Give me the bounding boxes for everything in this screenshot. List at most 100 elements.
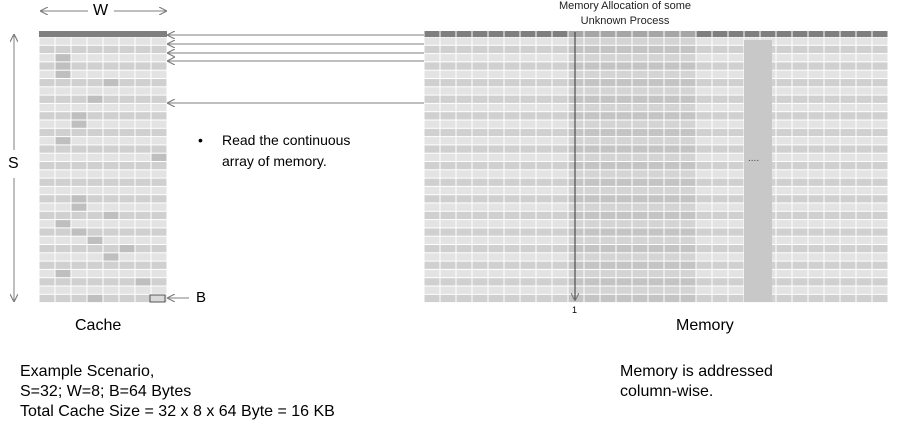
- memory-cell: [696, 278, 712, 286]
- cache-cell: [39, 294, 55, 303]
- memory-cell: [424, 228, 440, 236]
- cache-cell: [151, 178, 167, 186]
- memory-cell: [584, 145, 600, 153]
- memory-cell: [664, 79, 680, 87]
- memory-cell: [664, 120, 680, 128]
- memory-cell: [424, 128, 440, 137]
- memory-cell: [712, 170, 728, 178]
- cache-cell: [151, 186, 167, 195]
- memory-cell: [536, 62, 552, 70]
- memory-cell: [472, 137, 488, 145]
- memory-cell: [552, 95, 568, 103]
- memory-cell: [488, 178, 504, 186]
- memory-cell: [856, 220, 872, 228]
- memory-cell: [712, 195, 728, 203]
- memory-title-line-1: Memory Allocation of some: [558, 0, 692, 12]
- memory-cell: [872, 245, 888, 253]
- memory-cell: [472, 62, 488, 70]
- memory-header-cell: [520, 31, 536, 37]
- cache-cell: [55, 37, 71, 45]
- memory-cell: [648, 145, 664, 153]
- memory-cell: [856, 70, 872, 78]
- cache-cell: [71, 211, 87, 220]
- cache-cell: [119, 120, 135, 128]
- memory-cell: [456, 178, 472, 186]
- memory-header-cell: [760, 31, 776, 37]
- cache-cell: [55, 162, 71, 170]
- memory-cell: [552, 203, 568, 211]
- memory-cell: [552, 120, 568, 128]
- memory-cell: [824, 220, 840, 228]
- memory-cell: [856, 45, 872, 54]
- cache-cell: [71, 112, 87, 120]
- memory-cell: [536, 128, 552, 137]
- cache-cell: [103, 286, 119, 294]
- memory-cell: [504, 37, 520, 45]
- memory-cell: [872, 62, 888, 70]
- memory-cell: [504, 70, 520, 78]
- memory-cell: [664, 186, 680, 195]
- memory-cell: [552, 278, 568, 286]
- memory-cell: [568, 203, 584, 211]
- memory-cell: [632, 153, 648, 161]
- memory-cell: [584, 294, 600, 303]
- memory-cell: [664, 54, 680, 62]
- memory-cell: [776, 170, 792, 178]
- memory-cell: [456, 220, 472, 228]
- memory-cell: [712, 137, 728, 145]
- memory-cell: [584, 128, 600, 137]
- memory-cell: [536, 37, 552, 45]
- cache-cell: [103, 162, 119, 170]
- cache-cell: [39, 245, 55, 253]
- cache-cell: [71, 70, 87, 78]
- memory-cell: [536, 236, 552, 244]
- memory-cell: [648, 70, 664, 78]
- cache-cell: [135, 203, 151, 211]
- memory-cell: [712, 203, 728, 211]
- memory-cell: [728, 253, 744, 261]
- memory-cell: [552, 211, 568, 220]
- cache-cell: [39, 153, 55, 161]
- cache-block-highlight: [149, 294, 166, 303]
- memory-cell: [536, 87, 552, 95]
- cache-cell: [55, 236, 71, 244]
- memory-cell: [536, 228, 552, 236]
- cache-cell: [71, 95, 87, 103]
- memory-cell: [424, 211, 440, 220]
- cache-cell: [71, 203, 87, 211]
- memory-cell: [824, 128, 840, 137]
- memory-cell: [472, 120, 488, 128]
- cache-cell: [119, 87, 135, 95]
- memory-cell: [824, 145, 840, 153]
- memory-header-cell: [840, 31, 856, 37]
- memory-cell: [632, 95, 648, 103]
- memory-cell: [824, 137, 840, 145]
- memory-cell: [504, 62, 520, 70]
- cache-cell: [151, 153, 167, 161]
- memory-cell: [696, 112, 712, 120]
- memory-cell: [488, 228, 504, 236]
- cache-cell: [151, 195, 167, 203]
- memory-cell: [792, 137, 808, 145]
- memory-cell: [664, 228, 680, 236]
- memory-cell: [776, 112, 792, 120]
- memory-cell: [536, 278, 552, 286]
- memory-cell: [600, 220, 616, 228]
- memory-cell: [424, 79, 440, 87]
- memory-cell: [712, 253, 728, 261]
- memory-cell: [632, 54, 648, 62]
- cache-cell: [119, 186, 135, 195]
- memory-cell: [776, 245, 792, 253]
- memory-cell: [424, 112, 440, 120]
- cache-cell: [87, 245, 103, 253]
- cache-cell: [55, 128, 71, 137]
- memory-cell: [696, 162, 712, 170]
- memory-cell: [584, 261, 600, 269]
- cache-cell: [103, 186, 119, 195]
- memory-cell: [776, 203, 792, 211]
- memory-cell: [552, 195, 568, 203]
- memory-cell: [856, 145, 872, 153]
- memory-cell: [536, 261, 552, 269]
- cache-cell: [103, 211, 119, 220]
